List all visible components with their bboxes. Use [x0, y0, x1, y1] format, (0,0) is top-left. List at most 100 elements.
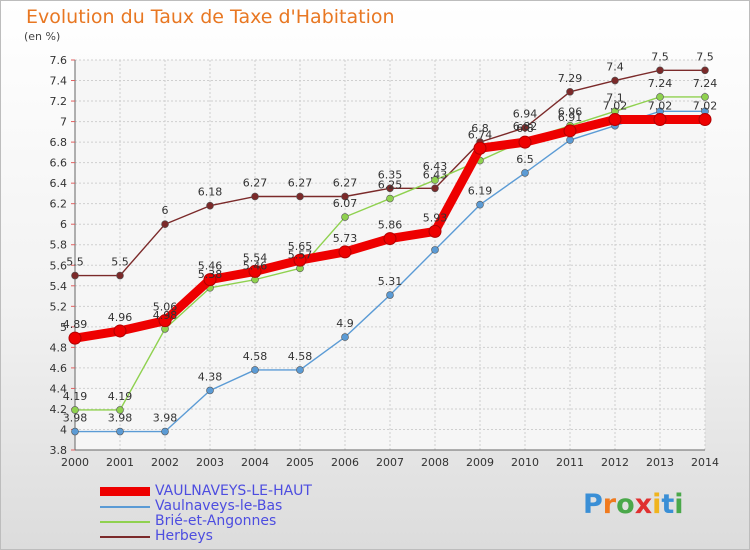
data-point-herbeys: [656, 66, 664, 75]
data-label-herbeys: 7.29: [558, 72, 583, 85]
data-label-herbeys: 6.27: [243, 177, 268, 190]
data-point-bri-et-angonnes: [116, 406, 124, 414]
legend-label: Herbeys: [155, 528, 213, 544]
data-point-herbeys: [521, 123, 529, 132]
data-point-herbeys: [611, 76, 619, 85]
data-label-vaulnaveys-le-haut: 5.46: [198, 260, 223, 273]
data-point-vaulnaveys-le-bas: [386, 291, 394, 299]
data-label-bri-et-angonnes: 7.24: [693, 77, 718, 90]
data-label-herbeys: 6.18: [198, 186, 223, 199]
data-point-herbeys: [431, 184, 439, 193]
data-point-vaulnaveys-le-bas: [431, 246, 439, 254]
data-point-vaulnaveys-le-bas: [296, 366, 304, 374]
y-tick-label: 5: [60, 321, 67, 334]
data-label-bri-et-angonnes: 6.96: [558, 106, 583, 119]
legend-swatch: [100, 535, 150, 538]
data-label-vaulnaveys-le-bas: 4.38: [198, 370, 223, 383]
data-point-bri-et-angonnes: [431, 176, 439, 184]
data-point-vaulnaveys-le-haut: [203, 273, 217, 287]
data-label-herbeys: 6.94: [513, 108, 538, 121]
data-label-vaulnaveys-le-haut: 6.91: [558, 111, 583, 124]
chart-title: Evolution du Taux de Taxe d'Habitation: [26, 6, 395, 28]
data-point-vaulnaveys-le-haut: [338, 245, 352, 259]
legend-label: Vaulnaveys-le-Bas: [155, 498, 283, 514]
data-point-vaulnaveys-le-bas: [161, 427, 169, 436]
data-point-herbeys: [566, 88, 574, 96]
y-tick-label: 7: [60, 116, 67, 129]
logo-letter: r: [602, 489, 617, 520]
data-label-herbeys: 7.5: [696, 50, 714, 63]
data-label-vaulnaveys-le-haut: 7.02: [693, 100, 718, 113]
data-point-vaulnaveys-le-bas: [341, 333, 349, 341]
logo-letter: x: [634, 489, 653, 520]
data-label-herbeys: 6.27: [288, 177, 313, 190]
y-tick-label: 7.2: [50, 95, 68, 108]
data-label-bri-et-angonnes: 5.38: [198, 268, 223, 281]
y-tick-label: 4: [60, 423, 67, 436]
data-label-vaulnaveys-le-haut: 5.86: [378, 219, 403, 232]
data-label-vaulnaveys-le-bas: 3.98: [153, 412, 178, 425]
x-tick-label: 2001: [106, 456, 134, 469]
data-label-bri-et-angonnes: 4.98: [153, 309, 178, 322]
data-label-herbeys: 7.5: [651, 50, 669, 63]
data-label-vaulnaveys-le-bas: 4.9: [336, 317, 354, 330]
data-point-vaulnaveys-le-bas: [566, 136, 574, 144]
data-label-vaulnaveys-le-bas: 4.58: [243, 350, 268, 363]
data-label-herbeys: 6.43: [423, 168, 448, 181]
data-point-herbeys: [206, 201, 214, 210]
data-label-vaulnaveys-le-haut: 6.8: [516, 122, 534, 135]
legend-swatch: [100, 505, 150, 508]
x-tick-label: 2007: [376, 456, 404, 469]
data-label-vaulnaveys-le-bas: 3.98: [108, 412, 133, 425]
data-label-vaulnaveys-le-haut: 5.65: [288, 240, 313, 253]
data-point-vaulnaveys-le-haut: [248, 264, 262, 278]
data-label-vaulnaveys-le-haut: 5.06: [153, 301, 178, 314]
data-point-vaulnaveys-le-haut: [653, 113, 667, 127]
logo-letter: o: [616, 489, 635, 520]
y-tick-label: 6.8: [50, 136, 68, 149]
x-tick-label: 2008: [421, 456, 449, 469]
x-tick-label: 2005: [286, 456, 314, 469]
y-tick-label: 5.4: [50, 280, 68, 293]
y-tick-label: 5.8: [50, 239, 68, 252]
data-point-bri-et-angonnes: [656, 93, 664, 101]
data-label-vaulnaveys-le-haut: 4.89: [63, 318, 88, 331]
y-tick-label: 6.4: [50, 177, 68, 190]
data-point-vaulnaveys-le-haut: [698, 113, 712, 127]
data-label-vaulnaveys-le-bas: 6.19: [468, 185, 493, 198]
legend-label: Brié-et-Angonnes: [155, 513, 277, 529]
data-point-vaulnaveys-le-haut: [473, 141, 487, 155]
logo-letter: P: [583, 489, 603, 520]
logo-letter: i: [674, 489, 684, 520]
data-point-herbeys: [116, 271, 124, 280]
legend-item-herbeys: Herbeys: [100, 529, 312, 544]
data-label-bri-et-angonnes: 4.19: [63, 390, 88, 403]
data-point-vaulnaveys-le-haut: [293, 253, 307, 267]
data-point-vaulnaveys-le-haut: [68, 331, 82, 345]
data-point-vaulnaveys-le-bas: [206, 386, 214, 395]
y-tick-label: 4.8: [50, 341, 68, 354]
data-label-bri-et-angonnes: 6.82: [513, 120, 538, 133]
y-tick-label: 6: [60, 218, 67, 231]
data-label-bri-et-angonnes: 6.25: [378, 179, 403, 192]
x-tick-label: 2006: [331, 456, 359, 469]
data-point-herbeys: [161, 220, 169, 229]
data-point-herbeys: [251, 192, 259, 201]
x-tick-label: 2011: [556, 456, 584, 469]
y-tick-label: 5.2: [50, 300, 68, 313]
data-label-bri-et-angonnes: 5.57: [288, 248, 313, 261]
legend-item-vaulnaveys-le-haut: VAULNAVEYS-LE-HAUT: [100, 484, 312, 499]
data-point-bri-et-angonnes: [701, 93, 709, 101]
x-tick-label: 2004: [241, 456, 269, 469]
data-point-vaulnaveys-le-haut: [383, 232, 397, 246]
y-tick-label: 4.4: [50, 382, 68, 395]
data-label-herbeys: 6: [162, 204, 169, 217]
data-point-vaulnaveys-le-haut: [563, 124, 577, 138]
data-point-vaulnaveys-le-haut: [113, 324, 127, 338]
x-tick-label: 2002: [151, 456, 179, 469]
x-tick-label: 2013: [646, 456, 674, 469]
data-point-herbeys: [701, 66, 709, 75]
data-label-bri-et-angonnes: 6.07: [333, 197, 358, 210]
y-tick-label: 6.6: [50, 157, 68, 170]
y-tick-label: 5.6: [50, 259, 68, 272]
